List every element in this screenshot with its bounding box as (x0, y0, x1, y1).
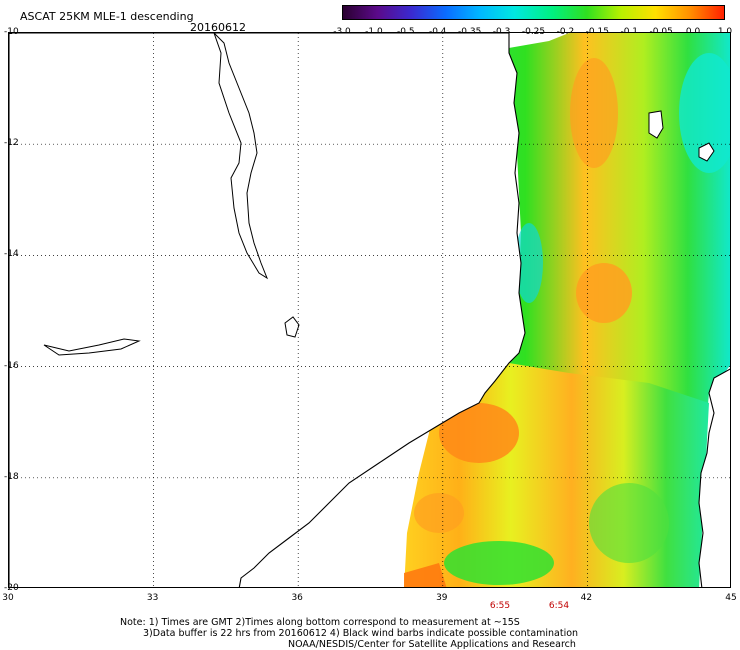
lake-malawi (213, 33, 269, 280)
graticule (9, 33, 730, 587)
note-line-3: NOAA/NESDIS/Center for Satellite Applica… (288, 639, 576, 650)
land-masses (9, 33, 730, 587)
time-label: 6:54 (548, 601, 570, 611)
map-panel (8, 32, 731, 588)
note-line-1: Note: 1) Times are GMT 2)Times along bot… (120, 617, 520, 628)
latitude-label: -10 (4, 27, 19, 37)
longitude-label: 42 (580, 593, 593, 603)
map-svg (9, 33, 730, 587)
latitude-label: -14 (4, 249, 19, 260)
map-title: ASCAT 25KM MLE-1 descending (20, 10, 194, 23)
latitude-label: -20 (4, 583, 19, 593)
orange-patch-center (576, 263, 632, 323)
island-lake (648, 110, 664, 139)
map-date: 20160612 (190, 21, 246, 34)
time-label: 6:55 (489, 601, 511, 611)
orange-patch-south (414, 493, 464, 533)
colorbar (342, 5, 725, 20)
wind-data-swath (404, 33, 730, 587)
cyan-patch-east (679, 53, 730, 173)
green-patch-south-east (589, 483, 669, 563)
orange-patch-west (439, 403, 519, 463)
latitude-label: -18 (4, 471, 19, 482)
longitude-label: 36 (291, 593, 303, 603)
latitude-label: -16 (4, 360, 19, 371)
orange-patch-north (570, 58, 618, 168)
longitude-label: 33 (146, 593, 159, 603)
lakes (43, 33, 715, 356)
small-lake (284, 316, 300, 338)
island-lake-2 (698, 142, 715, 162)
longitude-label: 45 (725, 593, 737, 603)
lake-west (43, 338, 141, 356)
cyan-patch-coast (515, 223, 543, 303)
green-patch-south (444, 541, 554, 585)
latitude-label: -12 (4, 138, 19, 149)
longitude-label: 30 (2, 593, 14, 603)
longitude-label: 39 (436, 593, 448, 603)
note-line-2: 3)Data buffer is 22 hrs from 20160612 4)… (143, 628, 579, 639)
